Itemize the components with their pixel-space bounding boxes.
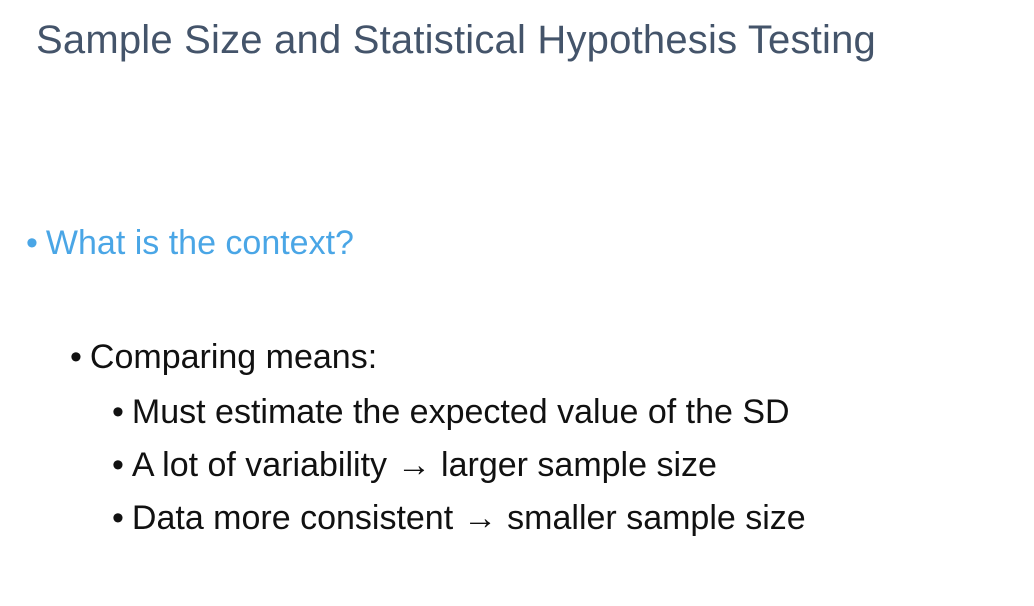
arrow-right-icon: → bbox=[463, 499, 498, 537]
bullet-level3-item: • Must estimate the expected value of th… bbox=[112, 393, 790, 432]
bullet-level2: • Comparing means: bbox=[70, 338, 377, 377]
bullet-text-smaller-sample: smaller sample size bbox=[507, 499, 806, 537]
bullet-text-estimate-sd: Must estimate the expected value of the … bbox=[131, 393, 790, 431]
arrow-right-icon: → bbox=[397, 446, 432, 484]
bullet-level1: • What is the context? bbox=[26, 224, 354, 263]
bullet-text-consistent: Data more consistent bbox=[131, 499, 454, 537]
bullet-dot-icon: • bbox=[112, 393, 124, 431]
bullet-dot-icon: • bbox=[112, 499, 124, 537]
slide-title: Sample Size and Statistical Hypothesis T… bbox=[36, 18, 877, 62]
bullet-text-context-question: What is the context? bbox=[45, 224, 354, 262]
bullet-text-comparing-means: Comparing means: bbox=[89, 338, 378, 376]
bullet-dot-icon: • bbox=[70, 338, 82, 376]
bullet-level3-item: • Data more consistent → smaller sample … bbox=[112, 499, 806, 538]
bullet-dot-icon: • bbox=[26, 224, 38, 262]
bullet-text-larger-sample: larger sample size bbox=[441, 446, 717, 484]
bullet-level3-item: • A lot of variability → larger sample s… bbox=[112, 446, 717, 485]
bullet-text-variability: A lot of variability bbox=[131, 446, 388, 484]
bullet-dot-icon: • bbox=[112, 446, 124, 484]
